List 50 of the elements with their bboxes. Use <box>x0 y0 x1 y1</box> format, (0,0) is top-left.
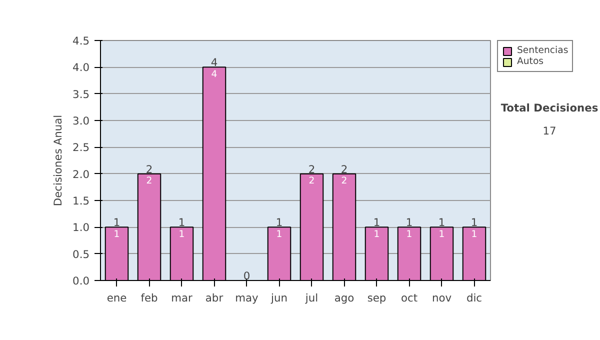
x-tick-label: dic <box>466 292 482 304</box>
data-label: 1 <box>471 228 478 240</box>
total-label: 2 <box>308 162 316 176</box>
x-tick-label: may <box>235 292 258 304</box>
total-label: 1 <box>276 216 283 230</box>
y-tick-label: 1.0 <box>72 221 90 234</box>
y-tick-label: 4.0 <box>72 61 90 74</box>
total-label: 0 <box>243 270 250 282</box>
x-tick-label: ago <box>334 292 354 304</box>
y-tick-label: 0.0 <box>72 274 90 288</box>
y-tick-label: 2.0 <box>72 168 90 181</box>
x-tick-label: oct <box>400 292 418 304</box>
y-tick-label: 1.5 <box>72 194 90 208</box>
data-label: 1 <box>114 228 120 240</box>
x-tick-label: nov <box>432 292 452 304</box>
y-tick-label: 4.5 <box>72 34 90 48</box>
total-label: 1 <box>178 216 186 230</box>
x-tick-label: feb <box>140 292 158 304</box>
x-tick-label: mar <box>171 292 194 304</box>
total-label: 1 <box>373 216 380 230</box>
data-label: 1 <box>178 228 185 240</box>
text: Total Decisiones <box>500 102 598 114</box>
x-tick-label: abr <box>205 292 224 304</box>
total-label: 2 <box>340 162 348 176</box>
total-label: 4 <box>210 56 218 70</box>
data-label: 4 <box>211 68 218 80</box>
legend-label: Sentencias <box>517 45 568 56</box>
x-tick-label: jun <box>270 292 288 304</box>
total-label: 1 <box>406 216 413 230</box>
x-tick-label: ene <box>106 292 127 304</box>
data-label: 1 <box>438 228 445 240</box>
total-label: 2 <box>146 162 153 176</box>
legend-label: Autos <box>517 56 544 67</box>
data-label: 2 <box>308 176 315 186</box>
data-label: 2 <box>341 176 348 186</box>
y-axis-title: Decisiones Anual <box>52 114 65 206</box>
total-label: 1 <box>438 216 446 230</box>
data-label: 1 <box>276 228 282 240</box>
text: 17 <box>542 124 556 138</box>
total-label: 1 <box>470 216 478 230</box>
x-tick-label: sep <box>367 292 386 304</box>
y-tick-label: 0.5 <box>72 248 90 261</box>
y-tick-label: 3.5 <box>72 88 90 101</box>
data-label: 1 <box>374 228 380 240</box>
total-label: 1 <box>113 216 120 230</box>
x-tick-label: jul <box>304 292 318 304</box>
data-label: 2 <box>146 176 152 186</box>
data-label: 1 <box>406 228 412 240</box>
y-tick-label: 3.0 <box>72 114 90 128</box>
y-tick-label: 2.5 <box>72 141 90 154</box>
